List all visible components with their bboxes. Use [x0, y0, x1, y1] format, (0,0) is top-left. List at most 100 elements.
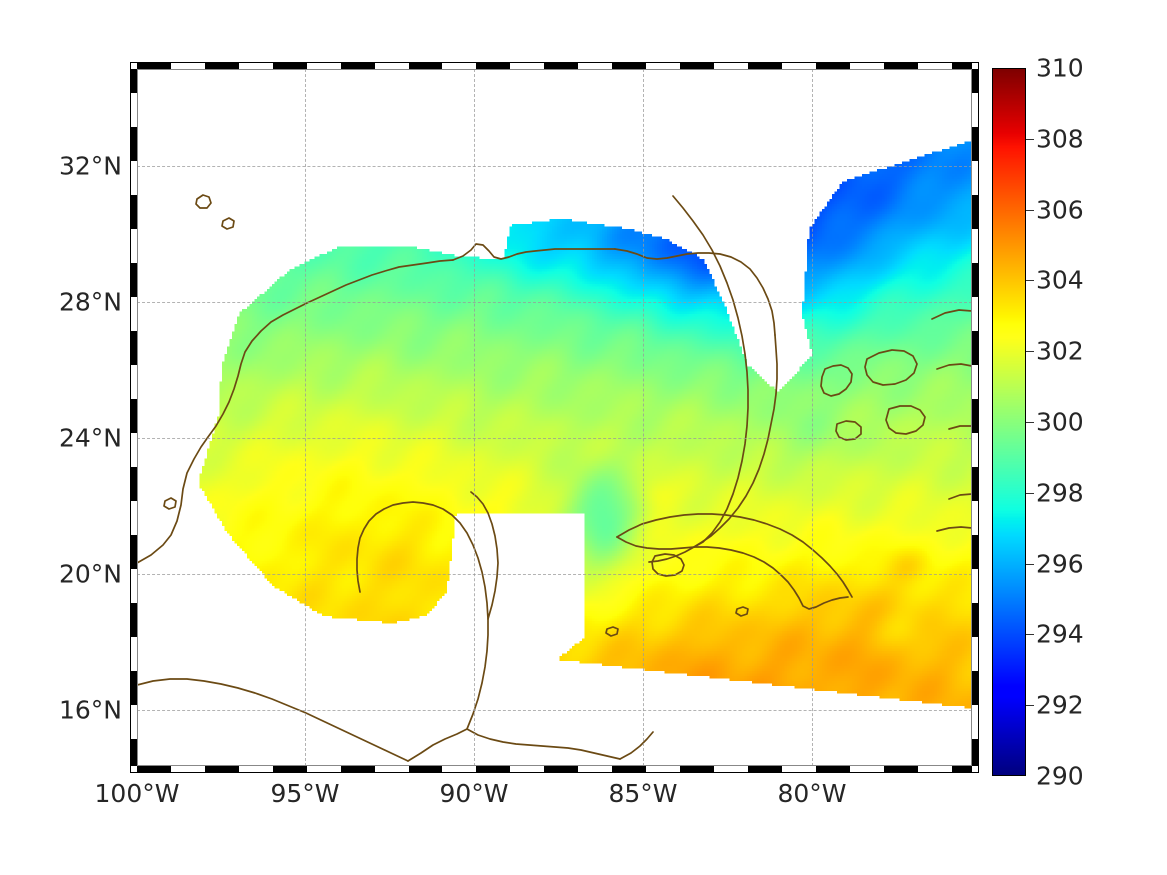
border-right-seg-1 — [972, 704, 979, 739]
border-top-seg-4 — [238, 62, 273, 69]
border-right-seg-18 — [972, 126, 979, 161]
border-right-seg-2 — [972, 670, 979, 705]
map-plot-area — [137, 69, 972, 766]
border-left-seg-4 — [130, 602, 137, 637]
border-right-seg-12 — [972, 330, 979, 365]
colorbar — [992, 68, 1034, 776]
border-right-seg-3 — [972, 636, 979, 671]
xtick-label-0: 100°W — [94, 779, 180, 808]
border-bottom-seg-5 — [272, 766, 307, 773]
border-bottom-seg-15 — [612, 766, 647, 773]
border-top-seg-22 — [849, 62, 884, 69]
border-top-seg-25 — [951, 62, 972, 69]
border-top-seg-24 — [917, 62, 952, 69]
border-right-seg-4 — [972, 602, 979, 637]
border-left-seg-15 — [130, 228, 137, 263]
colorbar-gradient — [992, 68, 1026, 776]
border-right-seg-9 — [972, 432, 979, 467]
border-top-seg-16 — [646, 62, 681, 69]
border-top-seg-19 — [747, 62, 782, 69]
border-left-seg-11 — [130, 364, 137, 399]
frame-rule-4 — [137, 69, 972, 70]
border-bottom-seg-22 — [849, 766, 884, 773]
frame-rule-7 — [971, 69, 972, 766]
border-bottom-seg-9 — [408, 766, 443, 773]
border-right-seg-17 — [972, 160, 979, 195]
colorbar-label-306: 306 — [1036, 195, 1084, 225]
frame-rule-2 — [130, 62, 131, 773]
border-top-seg-7 — [340, 62, 375, 69]
colorbar-tick-308 — [1026, 138, 1034, 140]
border-left-seg-16 — [130, 194, 137, 229]
xtick-label-2: 90°W — [439, 779, 509, 808]
border-top-seg-9 — [408, 62, 443, 69]
colorbar-label-308: 308 — [1036, 124, 1084, 154]
border-right-seg-15 — [972, 228, 979, 263]
border-right-seg-10 — [972, 398, 979, 433]
ytick-label-0: 16°N — [58, 695, 122, 725]
border-right-seg-6 — [972, 534, 979, 569]
border-bottom-seg-16 — [646, 766, 681, 773]
border-right-seg-14 — [972, 262, 979, 297]
border-bottom-seg-11 — [476, 766, 511, 773]
border-top-seg-5 — [272, 62, 307, 69]
border-left-seg-8 — [130, 466, 137, 501]
colorbar-label-294: 294 — [1036, 619, 1084, 649]
border-bottom-seg-24 — [917, 766, 952, 773]
colorbar-tick-292 — [1026, 705, 1034, 707]
border-right-seg-0 — [972, 738, 979, 766]
border-bottom-seg-19 — [747, 766, 782, 773]
border-bottom-seg-25 — [951, 766, 972, 773]
ytick-label-1: 20°N — [58, 559, 122, 589]
colorbar-tick-304 — [1026, 280, 1034, 282]
frame-rule-1 — [130, 772, 979, 773]
colorbar-tick-298 — [1026, 492, 1034, 494]
border-bottom-seg-8 — [374, 766, 409, 773]
border-top-seg-10 — [442, 62, 477, 69]
border-bottom-seg-21 — [815, 766, 850, 773]
border-bottom-seg-6 — [306, 766, 341, 773]
border-left-seg-7 — [130, 500, 137, 535]
border-top-seg-13 — [544, 62, 579, 69]
ytick-label-3: 28°N — [58, 287, 122, 317]
border-top-seg-20 — [781, 62, 816, 69]
colorbar-label-298: 298 — [1036, 478, 1084, 508]
ytick-label-2: 24°N — [58, 423, 122, 453]
border-bottom-seg-7 — [340, 766, 375, 773]
border-left-seg-13 — [130, 296, 137, 331]
border-bottom-seg-23 — [883, 766, 918, 773]
border-left-seg-17 — [130, 160, 137, 195]
border-bottom-seg-17 — [680, 766, 715, 773]
border-bottom-seg-2 — [170, 766, 205, 773]
frame-rule-6 — [137, 69, 138, 766]
border-bottom-seg-18 — [714, 766, 748, 773]
colorbar-label-290: 290 — [1036, 761, 1084, 791]
colorbar-label-302: 302 — [1036, 336, 1084, 366]
border-bottom-seg-20 — [781, 766, 816, 773]
border-right-seg-11 — [972, 364, 979, 399]
border-right-seg-7 — [972, 500, 979, 535]
border-top-seg-6 — [306, 62, 341, 69]
xtick-label-4: 80°W — [777, 779, 847, 808]
border-top-seg-8 — [374, 62, 409, 69]
border-top-seg-3 — [204, 62, 239, 69]
border-right-seg-13 — [972, 296, 979, 331]
frame-rule-0 — [130, 62, 979, 63]
xtick-label-1: 95°W — [270, 779, 340, 808]
border-left-seg-0 — [130, 738, 137, 766]
border-top-seg-12 — [510, 62, 545, 69]
border-left-seg-18 — [130, 126, 137, 161]
border-left-seg-1 — [130, 704, 137, 739]
border-left-seg-5 — [130, 568, 137, 603]
border-right-seg-16 — [972, 194, 979, 229]
border-top-seg-15 — [612, 62, 647, 69]
colorbar-label-296: 296 — [1036, 549, 1084, 579]
border-left-seg-9 — [130, 432, 137, 467]
border-left-seg-10 — [130, 398, 137, 433]
colorbar-label-304: 304 — [1036, 265, 1084, 295]
border-bottom-seg-4 — [238, 766, 273, 773]
border-bottom-seg-12 — [510, 766, 545, 773]
colorbar-tick-296 — [1026, 563, 1034, 565]
border-left-seg-2 — [130, 670, 137, 705]
